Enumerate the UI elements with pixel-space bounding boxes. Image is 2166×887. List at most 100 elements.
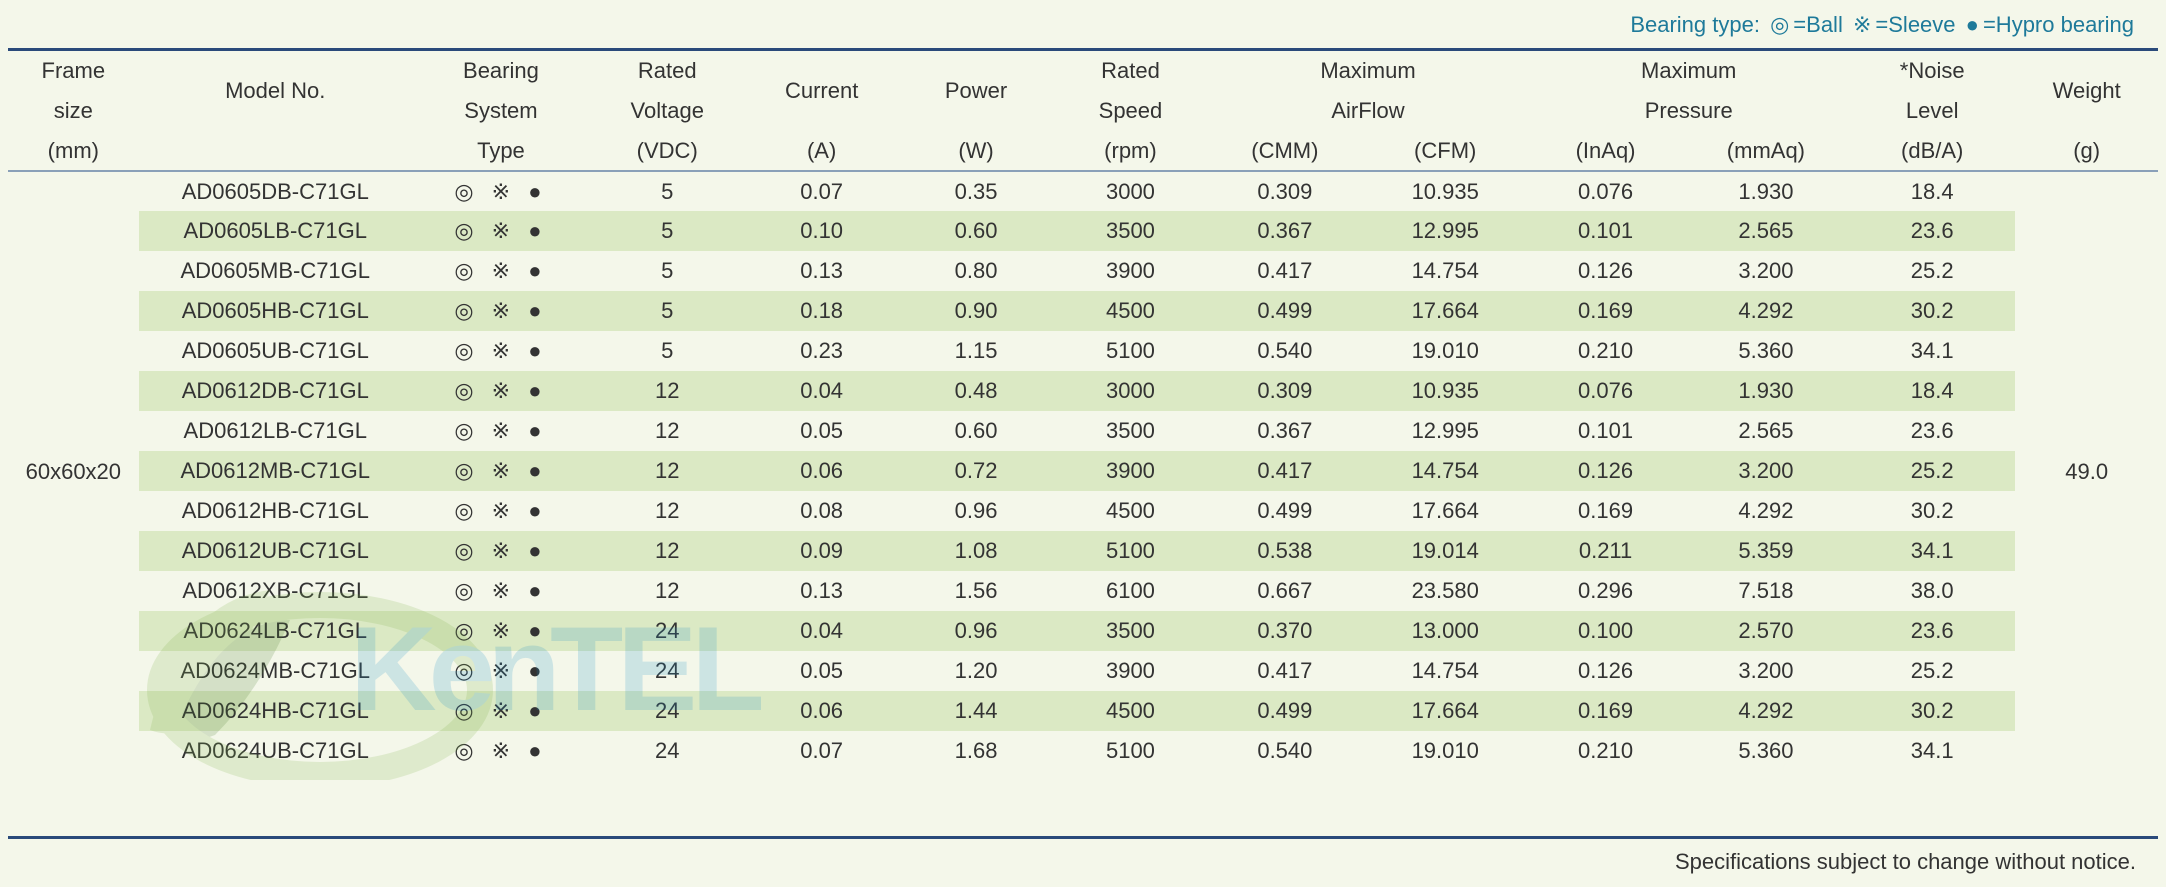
noise-cell: 34.1 — [1849, 331, 2015, 371]
model-cell: AD0605MB-C71GL — [139, 251, 412, 291]
speed-cell: 3500 — [1053, 211, 1207, 251]
table-row: AD0612MB-C71GL◎ ※ ●120.060.7239000.41714… — [8, 451, 2158, 491]
cmm-cell: 0.538 — [1208, 531, 1362, 571]
speed-cell: 3000 — [1053, 171, 1207, 211]
cfm-cell: 19.010 — [1362, 731, 1528, 771]
hdr-airflow2: AirFlow — [1208, 91, 1529, 131]
model-cell: AD0612UB-C71GL — [139, 531, 412, 571]
inaq-cell: 0.126 — [1528, 251, 1682, 291]
model-cell: AD0605DB-C71GL — [139, 171, 412, 211]
cfm-cell: 19.014 — [1362, 531, 1528, 571]
inaq-cell: 0.169 — [1528, 291, 1682, 331]
cmm-cell: 0.417 — [1208, 451, 1362, 491]
hdr-noise3: (dB/A) — [1849, 131, 2015, 171]
voltage-cell: 24 — [590, 731, 744, 771]
bearing-cell: ◎ ※ ● — [412, 171, 590, 211]
hdr-current2: (A) — [744, 131, 898, 171]
hdr-weight: Weight — [2015, 51, 2158, 131]
table-header: Frame Model No. Bearing Rated Current Po… — [8, 51, 2158, 171]
hdr-weight2: (g) — [2015, 131, 2158, 171]
inaq-cell: 0.076 — [1528, 371, 1682, 411]
mmaq-cell: 5.360 — [1683, 731, 1849, 771]
inaq-cell: 0.126 — [1528, 451, 1682, 491]
model-cell: AD0612HB-C71GL — [139, 491, 412, 531]
mmaq-cell: 2.565 — [1683, 411, 1849, 451]
cfm-cell: 12.995 — [1362, 211, 1528, 251]
model-cell: AD0612XB-C71GL — [139, 571, 412, 611]
current-cell: 0.04 — [744, 611, 898, 651]
speed-cell: 3000 — [1053, 371, 1207, 411]
table-row: AD0605HB-C71GL◎ ※ ●50.180.9045000.49917.… — [8, 291, 2158, 331]
model-cell: AD0612DB-C71GL — [139, 371, 412, 411]
power-cell: 1.68 — [899, 731, 1053, 771]
table-row: AD0605MB-C71GL◎ ※ ●50.130.8039000.41714.… — [8, 251, 2158, 291]
mmaq-cell: 4.292 — [1683, 691, 1849, 731]
noise-cell: 34.1 — [1849, 531, 2015, 571]
voltage-cell: 5 — [590, 291, 744, 331]
mmaq-cell: 2.570 — [1683, 611, 1849, 651]
bearing-cell: ◎ ※ ● — [412, 371, 590, 411]
voltage-cell: 12 — [590, 411, 744, 451]
noise-cell: 34.1 — [1849, 731, 2015, 771]
ball-icon: ◎ — [1770, 12, 1789, 37]
sleeve-icon: ※ — [1853, 12, 1871, 37]
table-row: AD0605LB-C71GL◎ ※ ●50.100.6035000.36712.… — [8, 211, 2158, 251]
noise-cell: 25.2 — [1849, 251, 2015, 291]
model-cell: AD0612LB-C71GL — [139, 411, 412, 451]
cmm-cell: 0.367 — [1208, 411, 1362, 451]
sleeve-text: =Sleeve — [1875, 12, 1955, 37]
inaq-cell: 0.101 — [1528, 211, 1682, 251]
table-row: AD0612DB-C71GL◎ ※ ●120.040.4830000.30910… — [8, 371, 2158, 411]
cfm-cell: 17.664 — [1362, 691, 1528, 731]
voltage-cell: 12 — [590, 371, 744, 411]
legend-label: Bearing type: — [1630, 12, 1760, 37]
power-cell: 1.44 — [899, 691, 1053, 731]
current-cell: 0.09 — [744, 531, 898, 571]
bearing-cell: ◎ ※ ● — [412, 651, 590, 691]
hdr-noise2: Level — [1849, 91, 2015, 131]
hdr-voltage2: Voltage — [590, 91, 744, 131]
bearing-cell: ◎ ※ ● — [412, 211, 590, 251]
mmaq-cell: 3.200 — [1683, 251, 1849, 291]
noise-cell: 38.0 — [1849, 571, 2015, 611]
bearing-cell: ◎ ※ ● — [412, 331, 590, 371]
mmaq-cell: 4.292 — [1683, 491, 1849, 531]
power-cell: 0.90 — [899, 291, 1053, 331]
mmaq-cell: 5.359 — [1683, 531, 1849, 571]
hdr-power: Power — [899, 51, 1053, 131]
mmaq-cell: 1.930 — [1683, 171, 1849, 211]
spec-table-container: Frame Model No. Bearing Rated Current Po… — [8, 48, 2158, 839]
cfm-cell: 12.995 — [1362, 411, 1528, 451]
power-cell: 1.56 — [899, 571, 1053, 611]
model-cell: AD0624HB-C71GL — [139, 691, 412, 731]
voltage-cell: 24 — [590, 691, 744, 731]
power-cell: 0.48 — [899, 371, 1053, 411]
hdr-cmm: (CMM) — [1208, 131, 1362, 171]
cmm-cell: 0.667 — [1208, 571, 1362, 611]
hypro-icon: ● — [1966, 12, 1979, 37]
spec-table: Frame Model No. Bearing Rated Current Po… — [8, 51, 2158, 771]
current-cell: 0.05 — [744, 651, 898, 691]
inaq-cell: 0.296 — [1528, 571, 1682, 611]
hypro-text: =Hypro bearing — [1983, 12, 2134, 37]
current-cell: 0.04 — [744, 371, 898, 411]
table-row: AD0624LB-C71GL◎ ※ ●240.040.9635000.37013… — [8, 611, 2158, 651]
cfm-cell: 17.664 — [1362, 291, 1528, 331]
power-cell: 0.80 — [899, 251, 1053, 291]
power-cell: 0.96 — [899, 491, 1053, 531]
bearing-cell: ◎ ※ ● — [412, 691, 590, 731]
power-cell: 0.96 — [899, 611, 1053, 651]
model-cell: AD0624UB-C71GL — [139, 731, 412, 771]
cfm-cell: 14.754 — [1362, 451, 1528, 491]
noise-cell: 30.2 — [1849, 691, 2015, 731]
cmm-cell: 0.499 — [1208, 691, 1362, 731]
table-body: 60x60x20AD0605DB-C71GL◎ ※ ●50.070.353000… — [8, 171, 2158, 771]
inaq-cell: 0.169 — [1528, 691, 1682, 731]
cfm-cell: 19.010 — [1362, 331, 1528, 371]
speed-cell: 3500 — [1053, 411, 1207, 451]
speed-cell: 4500 — [1053, 291, 1207, 331]
model-cell: AD0605HB-C71GL — [139, 291, 412, 331]
current-cell: 0.05 — [744, 411, 898, 451]
current-cell: 0.13 — [744, 251, 898, 291]
bearing-cell: ◎ ※ ● — [412, 531, 590, 571]
